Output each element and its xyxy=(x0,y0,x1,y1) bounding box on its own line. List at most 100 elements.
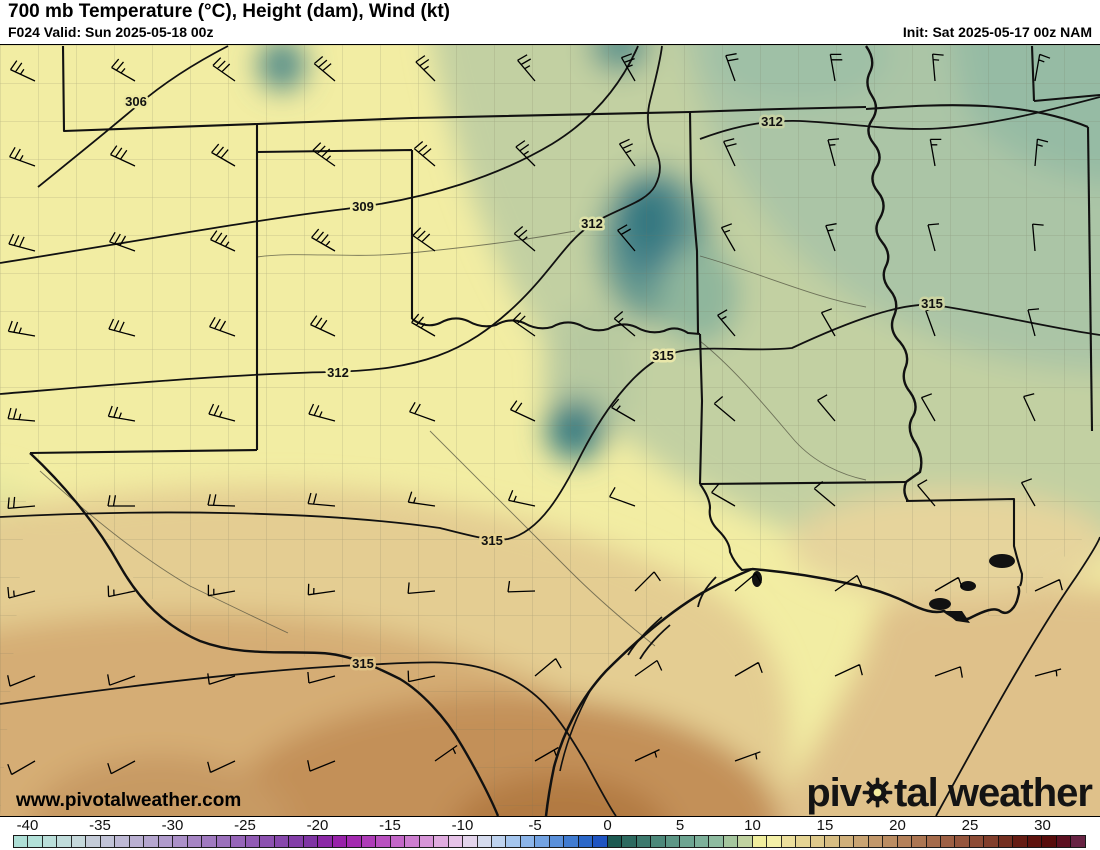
colorbar-segment xyxy=(115,836,130,847)
colorbar-segment xyxy=(303,836,319,847)
colorbar-segment xyxy=(998,836,1014,847)
colorbar-segment xyxy=(42,836,58,847)
weather-map[interactable]: 306 309 312 312 312 315 315 315 315 www.pivotalw… xyxy=(0,44,1100,817)
colorbar-segment xyxy=(71,836,87,847)
colorbar-segment xyxy=(1027,836,1043,847)
colorbar-segment xyxy=(810,836,826,847)
colorbar-segment xyxy=(144,836,159,847)
colorbar-segment xyxy=(694,836,710,847)
atchafalaya-marsh xyxy=(929,598,951,610)
colorbar-segment xyxy=(984,836,999,847)
map-canvas: 306 309 312 312 312 315 315 315 315 xyxy=(0,45,1100,816)
tx-nm-border xyxy=(29,124,259,455)
matagorda-bay xyxy=(627,616,671,660)
ok-east-border xyxy=(688,111,700,334)
colorbar-segment xyxy=(549,836,565,847)
colorbar-segment xyxy=(28,836,43,847)
pivotal-weather-logo: piv tal weather xyxy=(806,771,1093,816)
colorbar-segment xyxy=(129,836,145,847)
height-contour-label: 315 xyxy=(652,348,674,363)
colorbar-segment xyxy=(347,836,362,847)
colorbar-segment xyxy=(419,836,435,847)
ar-la-border xyxy=(699,480,907,486)
colorbar-ticks: -40 -35 -30 -25 -20 -15 -10 -5 0 5 10 15 20 25 30 xyxy=(13,817,1086,834)
colorbar-segment xyxy=(854,836,869,847)
colorbar-tick-label: 15 xyxy=(816,817,834,834)
colorbar-tick-label: -40 xyxy=(16,817,39,834)
lake-pontchartrain xyxy=(989,554,1015,568)
colorbar-segment xyxy=(535,836,550,847)
colorbar-segment xyxy=(1013,836,1028,847)
height-contour-label: 309 xyxy=(352,199,374,214)
colorbar-segment xyxy=(955,836,970,847)
galveston-bay xyxy=(697,576,717,608)
colorbar-segment xyxy=(318,836,333,847)
colorbar-segment xyxy=(680,836,695,847)
contour-306 xyxy=(37,45,229,188)
mo-ar-border xyxy=(689,105,867,114)
colorbar-segment xyxy=(796,836,811,847)
watermark-url: www.pivotalweather.com xyxy=(16,790,242,811)
colorbar-segment xyxy=(14,836,29,847)
colorbar-segment xyxy=(825,836,840,847)
colorbar-segment xyxy=(216,836,232,847)
colorbar-segment xyxy=(491,836,507,847)
ms-al-border xyxy=(1086,126,1094,432)
colorbar-segment xyxy=(158,836,174,847)
logo-text-piv: piv xyxy=(806,771,862,815)
colorbar-segment xyxy=(752,836,768,847)
mississippi-river xyxy=(865,45,923,502)
colorbar-segment xyxy=(506,836,521,847)
colorbar-segment xyxy=(607,836,623,847)
height-contour-label: 312 xyxy=(327,365,349,380)
colorbar-segment xyxy=(578,836,594,847)
colorbar-segment xyxy=(622,836,637,847)
colorbar-tick-label: 30 xyxy=(1034,817,1051,834)
page-title: 700 mb Temperature (°C), Height (dam), W… xyxy=(8,1,451,22)
colorbar-segment xyxy=(781,836,797,847)
colorbar-segment xyxy=(868,836,884,847)
colorbar-segment xyxy=(332,836,348,847)
mississippi-delta xyxy=(944,611,970,623)
colorbar-segment xyxy=(57,836,72,847)
height-contour-label: 312 xyxy=(761,114,783,129)
contour-labels-layer: 306 309 312 312 312 315 315 315 315 xyxy=(123,92,946,674)
colorbar-segment xyxy=(723,836,739,847)
colorbar-segment xyxy=(405,836,420,847)
colorbar-segment xyxy=(376,836,391,847)
colorbar-tick-label: -10 xyxy=(451,817,474,834)
colorbar-segment xyxy=(897,836,913,847)
colorbar-segment xyxy=(86,836,101,847)
logo-text-tal-weather: tal weather xyxy=(894,771,1093,815)
terrebonne-marsh xyxy=(960,581,976,591)
colorbar-tick-label: 5 xyxy=(675,817,685,834)
colorbar-segment xyxy=(593,836,608,847)
contour-315-main xyxy=(0,303,1100,541)
colorbar-segment xyxy=(361,836,377,847)
colorbar-tick-label: 20 xyxy=(889,817,906,834)
colorbar-segment xyxy=(260,836,275,847)
contour-315-southwest xyxy=(0,661,617,816)
colorbar-segment xyxy=(839,836,855,847)
colorbar-tick-label: -15 xyxy=(379,817,401,834)
contour-315-gulf xyxy=(935,536,1100,816)
height-contour-label: 315 xyxy=(481,533,503,548)
sabine-border xyxy=(699,483,753,572)
tx-east-border xyxy=(698,333,704,485)
colorbar-tick-label: 0 xyxy=(603,817,612,834)
colorbar-tick-label: -5 xyxy=(528,817,542,834)
colorbar-tick-label: -35 xyxy=(89,817,111,834)
height-contour-label: 315 xyxy=(352,656,374,671)
map-header: 700 mb Temperature (°C), Height (dam), W… xyxy=(0,0,1100,44)
colorbar-segment xyxy=(883,836,898,847)
colorbar-segment xyxy=(738,836,753,847)
red-river-lower xyxy=(699,340,867,481)
colorbar-segment xyxy=(231,836,246,847)
colorbar-tick-label: 10 xyxy=(744,817,761,834)
colorbar-segment xyxy=(289,836,304,847)
colorbar-tick-label: 25 xyxy=(961,817,979,834)
colorbar-segment xyxy=(477,836,492,847)
colorbar-segment xyxy=(912,836,927,847)
wind-barbs-layer xyxy=(7,53,1063,776)
